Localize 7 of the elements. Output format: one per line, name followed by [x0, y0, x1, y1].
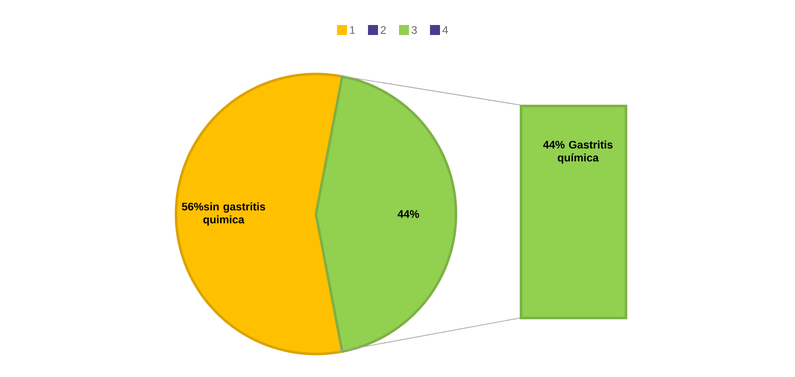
data-label: 44% — [398, 210, 420, 218]
text: 44% Gastritis química — [543, 140, 613, 164]
legend-label: 3 — [412, 26, 417, 34]
legend-label: 1 — [350, 26, 355, 34]
data-label: 56%sin gastritis quimica — [182, 202, 266, 226]
legend-label: 4 — [442, 26, 448, 34]
legend-label: 2 — [380, 26, 386, 34]
